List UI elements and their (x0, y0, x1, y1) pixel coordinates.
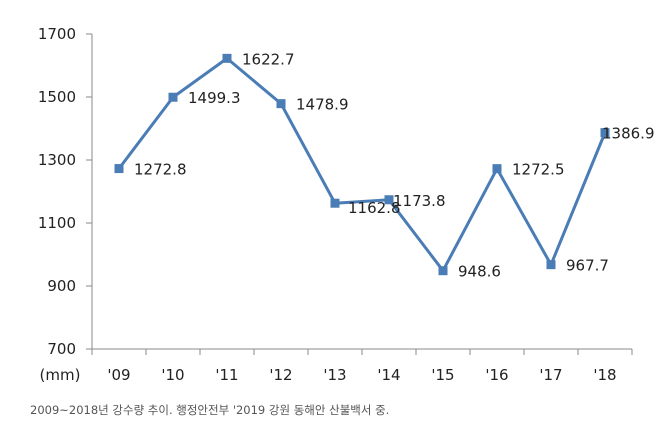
precipitation-line-chart: 700 900 1100 1300 1500 1700 '09 '10 '11 '12 '13 '1… (38, 25, 655, 384)
data-point-marker (546, 260, 556, 270)
data-label: 1386.9 (602, 125, 655, 143)
x-tick-label: '15 (431, 366, 454, 384)
data-label: 1272.8 (134, 161, 187, 179)
series-markers (114, 53, 610, 276)
y-tick-label: 1300 (38, 151, 76, 169)
data-label: 1622.7 (242, 50, 295, 68)
x-tick-label: '09 (107, 366, 130, 384)
data-label: 1499.3 (188, 89, 241, 107)
y-tick-label: 700 (47, 340, 76, 358)
x-tick-label: '14 (377, 366, 400, 384)
data-point-marker (330, 198, 340, 208)
y-tick-label: 1100 (38, 214, 76, 232)
data-point-marker (276, 99, 286, 109)
x-tick-label: '11 (215, 366, 238, 384)
chart-caption: 2009~2018년 강수량 추이. 행정안전부 '2019 강원 동해안 산불… (30, 403, 390, 417)
data-point-marker (600, 128, 610, 138)
data-label: 1173.8 (393, 192, 446, 210)
x-tick-label: '18 (593, 366, 616, 384)
data-point-marker (438, 266, 448, 276)
x-tick-label: '10 (161, 366, 184, 384)
x-tick-label: '17 (539, 366, 562, 384)
data-label: 967.7 (566, 257, 609, 275)
data-point-marker (222, 53, 232, 63)
y-tick-labels: 700 900 1100 1300 1500 1700 (38, 25, 76, 358)
x-tick-label: '12 (269, 366, 292, 384)
x-tick-label: '16 (485, 366, 508, 384)
data-point-marker (168, 92, 178, 102)
y-tick-label: 900 (47, 277, 76, 295)
data-label: 948.6 (458, 263, 501, 281)
data-label: 1162.8 (348, 199, 401, 217)
series-polyline (117, 56, 607, 273)
x-tick-label: '13 (323, 366, 346, 384)
data-point-marker (384, 195, 394, 205)
x-tick-labels: '09 '10 '11 '12 '13 '14 '15 '16 '17 '18 (107, 366, 616, 384)
y-tick-label: 1500 (38, 88, 76, 106)
y-tick-label: 1700 (38, 25, 76, 43)
data-point-marker (492, 164, 502, 174)
y-axis-unit-label: (mm) (40, 366, 81, 384)
series-line (117, 56, 607, 273)
chart-axes (86, 33, 633, 355)
data-label: 1478.9 (296, 96, 349, 114)
data-point-marker (114, 164, 124, 174)
data-label: 1272.5 (512, 161, 565, 179)
